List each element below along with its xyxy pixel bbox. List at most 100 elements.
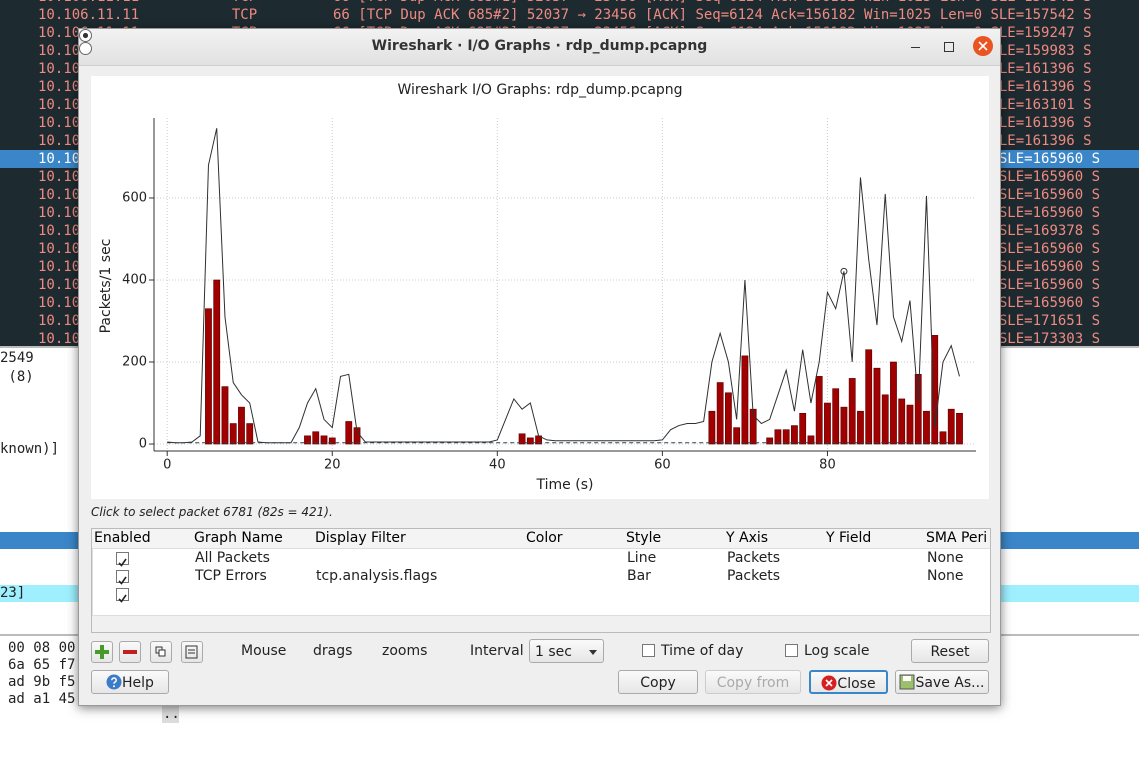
reset-button[interactable]: Reset [911,639,989,663]
h-scrollbar[interactable] [92,615,990,632]
y-tick-label: 200 [122,355,147,370]
x-tick-label: 20 [324,458,341,473]
bar [848,378,856,445]
maximize[interactable] [944,42,954,52]
icon-button[interactable] [119,641,141,663]
bar [304,435,311,445]
column-divider [92,567,93,586]
check [118,558,127,567]
bar [716,382,724,445]
hex-line: ad 9b f5 [8,674,76,690]
cell-sma: None [927,568,964,584]
close-window[interactable] [973,36,993,56]
icon-button[interactable] [150,641,172,663]
reset-button-label: Reset [930,644,970,660]
icon-button[interactable] [91,641,113,663]
bar [328,437,336,445]
x-axis-label: Time (s) [536,477,594,493]
hint: Click to select packet 6781 (82s = 421). [91,505,333,519]
bar [832,388,840,445]
bar [229,423,237,445]
copy-button-label: Copy [640,675,676,691]
bar [898,398,906,445]
time-of-day-checkbox[interactable] [642,644,655,657]
zooms-label: zooms [382,643,428,659]
y-tick-label: 0 [139,437,147,452]
radio-drags[interactable] [79,29,92,42]
y-axis-label: Packets/1 sec [98,239,114,334]
detail-line: 23] [0,585,26,601]
bar [246,423,254,445]
bar [766,437,774,445]
column-header: Style [626,530,662,546]
bar [312,431,320,445]
y-tick-label: 600 [122,190,147,205]
bar [914,374,922,445]
enabled-checkbox[interactable] [116,570,129,585]
table-header [92,529,990,549]
close-button[interactable]: Close [809,670,888,694]
bar [221,386,229,445]
copy-from-button-label: Copy from [716,675,790,691]
save-icon [899,674,915,690]
column-header: Y Axis [726,530,769,546]
time-of-day-label: Time of day [661,643,744,659]
detail-line: known)] [0,441,60,457]
bar [956,412,963,445]
cell-y-axis: Packets [727,568,781,584]
chart[interactable]: Wireshark I/O Graphs: rdp_dump.pcapng Ti… [91,76,989,499]
copy-from-button[interactable]: Copy from [705,670,801,694]
icon-button[interactable] [181,641,203,663]
help-button-label: Help [122,675,154,691]
title-bar: Wireshark · I/O Graphs · rdp_dump.pcapng [79,29,1000,66]
icon [123,650,137,654]
save-as-button-label: Save As... [915,675,985,691]
cell-style: Line [627,550,657,566]
graph-table: Enabled Graph Name Display Filter Color Styl… [91,528,991,633]
column-divider [92,586,93,605]
save-as-button[interactable]: Save As... [895,670,989,694]
detail-line: (8) [0,369,34,385]
bar [840,406,848,445]
packet-row: 10.106.11.11 TCP 66 [TCP Dup ACK 685#1] … [0,0,1139,6]
icon [155,646,166,657]
minimize[interactable] [911,47,920,48]
packet-row: 10.106.11.11 TCP 66 [TCP Dup ACK 685#2] … [38,7,1092,23]
bar [857,410,864,445]
window-title: Wireshark · I/O Graphs · rdp_dump.pcapng [371,38,708,54]
selected-point [840,267,848,275]
interval-combo[interactable]: 1 sec [529,639,604,663]
bar [873,367,881,445]
column-header: Display Filter [315,530,406,546]
bar [345,421,353,445]
series-line [167,128,960,444]
radio-zooms[interactable] [79,42,92,55]
cell-y-axis: Packets [727,550,781,566]
cell-style: Bar [627,568,651,584]
close-icon [821,675,837,691]
log-scale-checkbox[interactable] [785,644,798,657]
column-header: SMA Period [926,530,986,546]
column-header: Enabled [94,530,151,546]
bar [799,412,807,445]
cell-name: All Packets [195,550,270,566]
bar [708,410,716,445]
bar [791,425,798,445]
combo-arrow [589,650,597,655]
column-header: Y Field [826,530,872,546]
help-button[interactable]: Help [91,670,169,694]
hex-line: ad a1 45 [8,691,76,707]
cell-name: TCP Errors [195,568,267,584]
enabled-checkbox[interactable] [116,552,129,567]
bar [947,408,955,445]
cell-y-axis: Packets [727,586,781,602]
log-scale-label: Log scale [804,643,870,659]
bar [518,433,526,445]
enabled-checkbox[interactable] [116,588,129,603]
cell-sma: None [927,550,964,566]
column-divider [92,605,93,624]
cell-filter: tcp.analysis.flags [316,568,438,584]
copy-button[interactable]: Copy [618,670,698,694]
cell-sma: None [927,586,964,602]
